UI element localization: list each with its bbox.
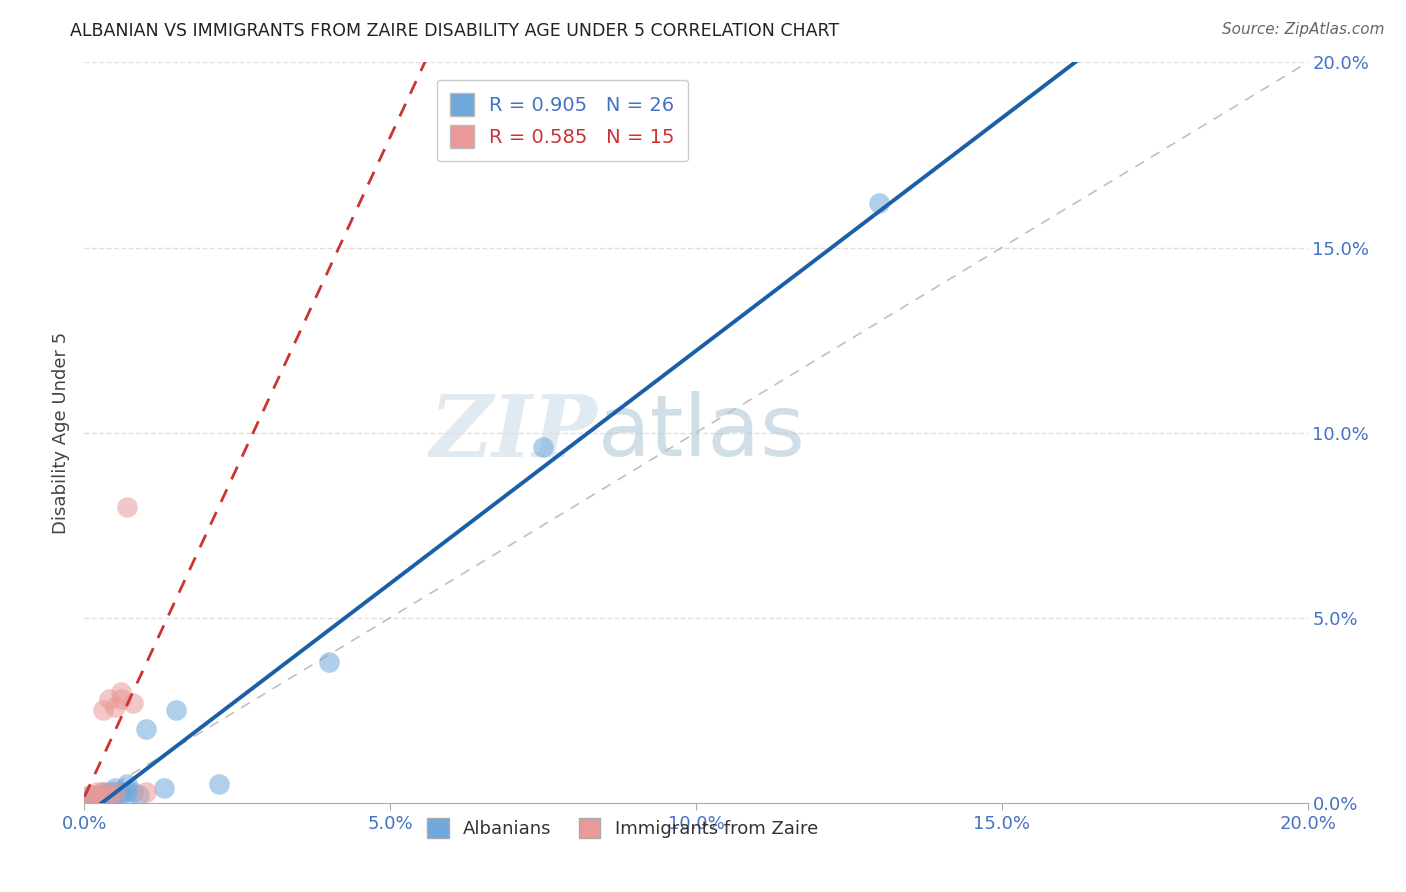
Point: [115, 500, 138, 514]
Point: [97, 789, 120, 803]
Point: [86, 792, 108, 806]
Point: [869, 196, 891, 211]
Point: [97, 692, 120, 706]
Point: [208, 777, 231, 791]
Text: ALBANIAN VS IMMIGRANTS FROM ZAIRE DISABILITY AGE UNDER 5 CORRELATION CHART: ALBANIAN VS IMMIGRANTS FROM ZAIRE DISABI…: [70, 22, 839, 40]
Point: [122, 785, 145, 799]
Point: [79, 789, 101, 803]
Point: [79, 789, 101, 803]
Point: [79, 792, 101, 806]
Point: [104, 789, 127, 803]
Point: [91, 785, 114, 799]
Point: [86, 789, 108, 803]
Point: [104, 699, 127, 714]
Point: [104, 780, 127, 795]
Y-axis label: Disability Age Under 5: Disability Age Under 5: [52, 332, 70, 533]
Text: Source: ZipAtlas.com: Source: ZipAtlas.com: [1222, 22, 1385, 37]
Point: [135, 785, 157, 799]
Point: [104, 785, 127, 799]
Legend: Albanians, Immigrants from Zaire: Albanians, Immigrants from Zaire: [420, 811, 825, 846]
Text: ZIP: ZIP: [430, 391, 598, 475]
Point: [86, 785, 108, 799]
Point: [97, 792, 120, 806]
Point: [97, 785, 120, 799]
Point: [86, 789, 108, 803]
Point: [165, 703, 187, 717]
Point: [104, 785, 127, 799]
Point: [115, 785, 138, 799]
Point: [115, 777, 138, 791]
Point: [122, 696, 145, 710]
Point: [110, 692, 132, 706]
Point: [79, 792, 101, 806]
Point: [91, 703, 114, 717]
Point: [318, 655, 340, 669]
Point: [97, 789, 120, 803]
Point: [110, 685, 132, 699]
Point: [91, 789, 114, 803]
Point: [110, 789, 132, 803]
Point: [110, 785, 132, 799]
Point: [153, 780, 176, 795]
Point: [91, 789, 114, 803]
Text: atlas: atlas: [598, 391, 806, 475]
Point: [531, 441, 554, 455]
Point: [91, 785, 114, 799]
Point: [128, 789, 150, 803]
Point: [135, 722, 157, 736]
